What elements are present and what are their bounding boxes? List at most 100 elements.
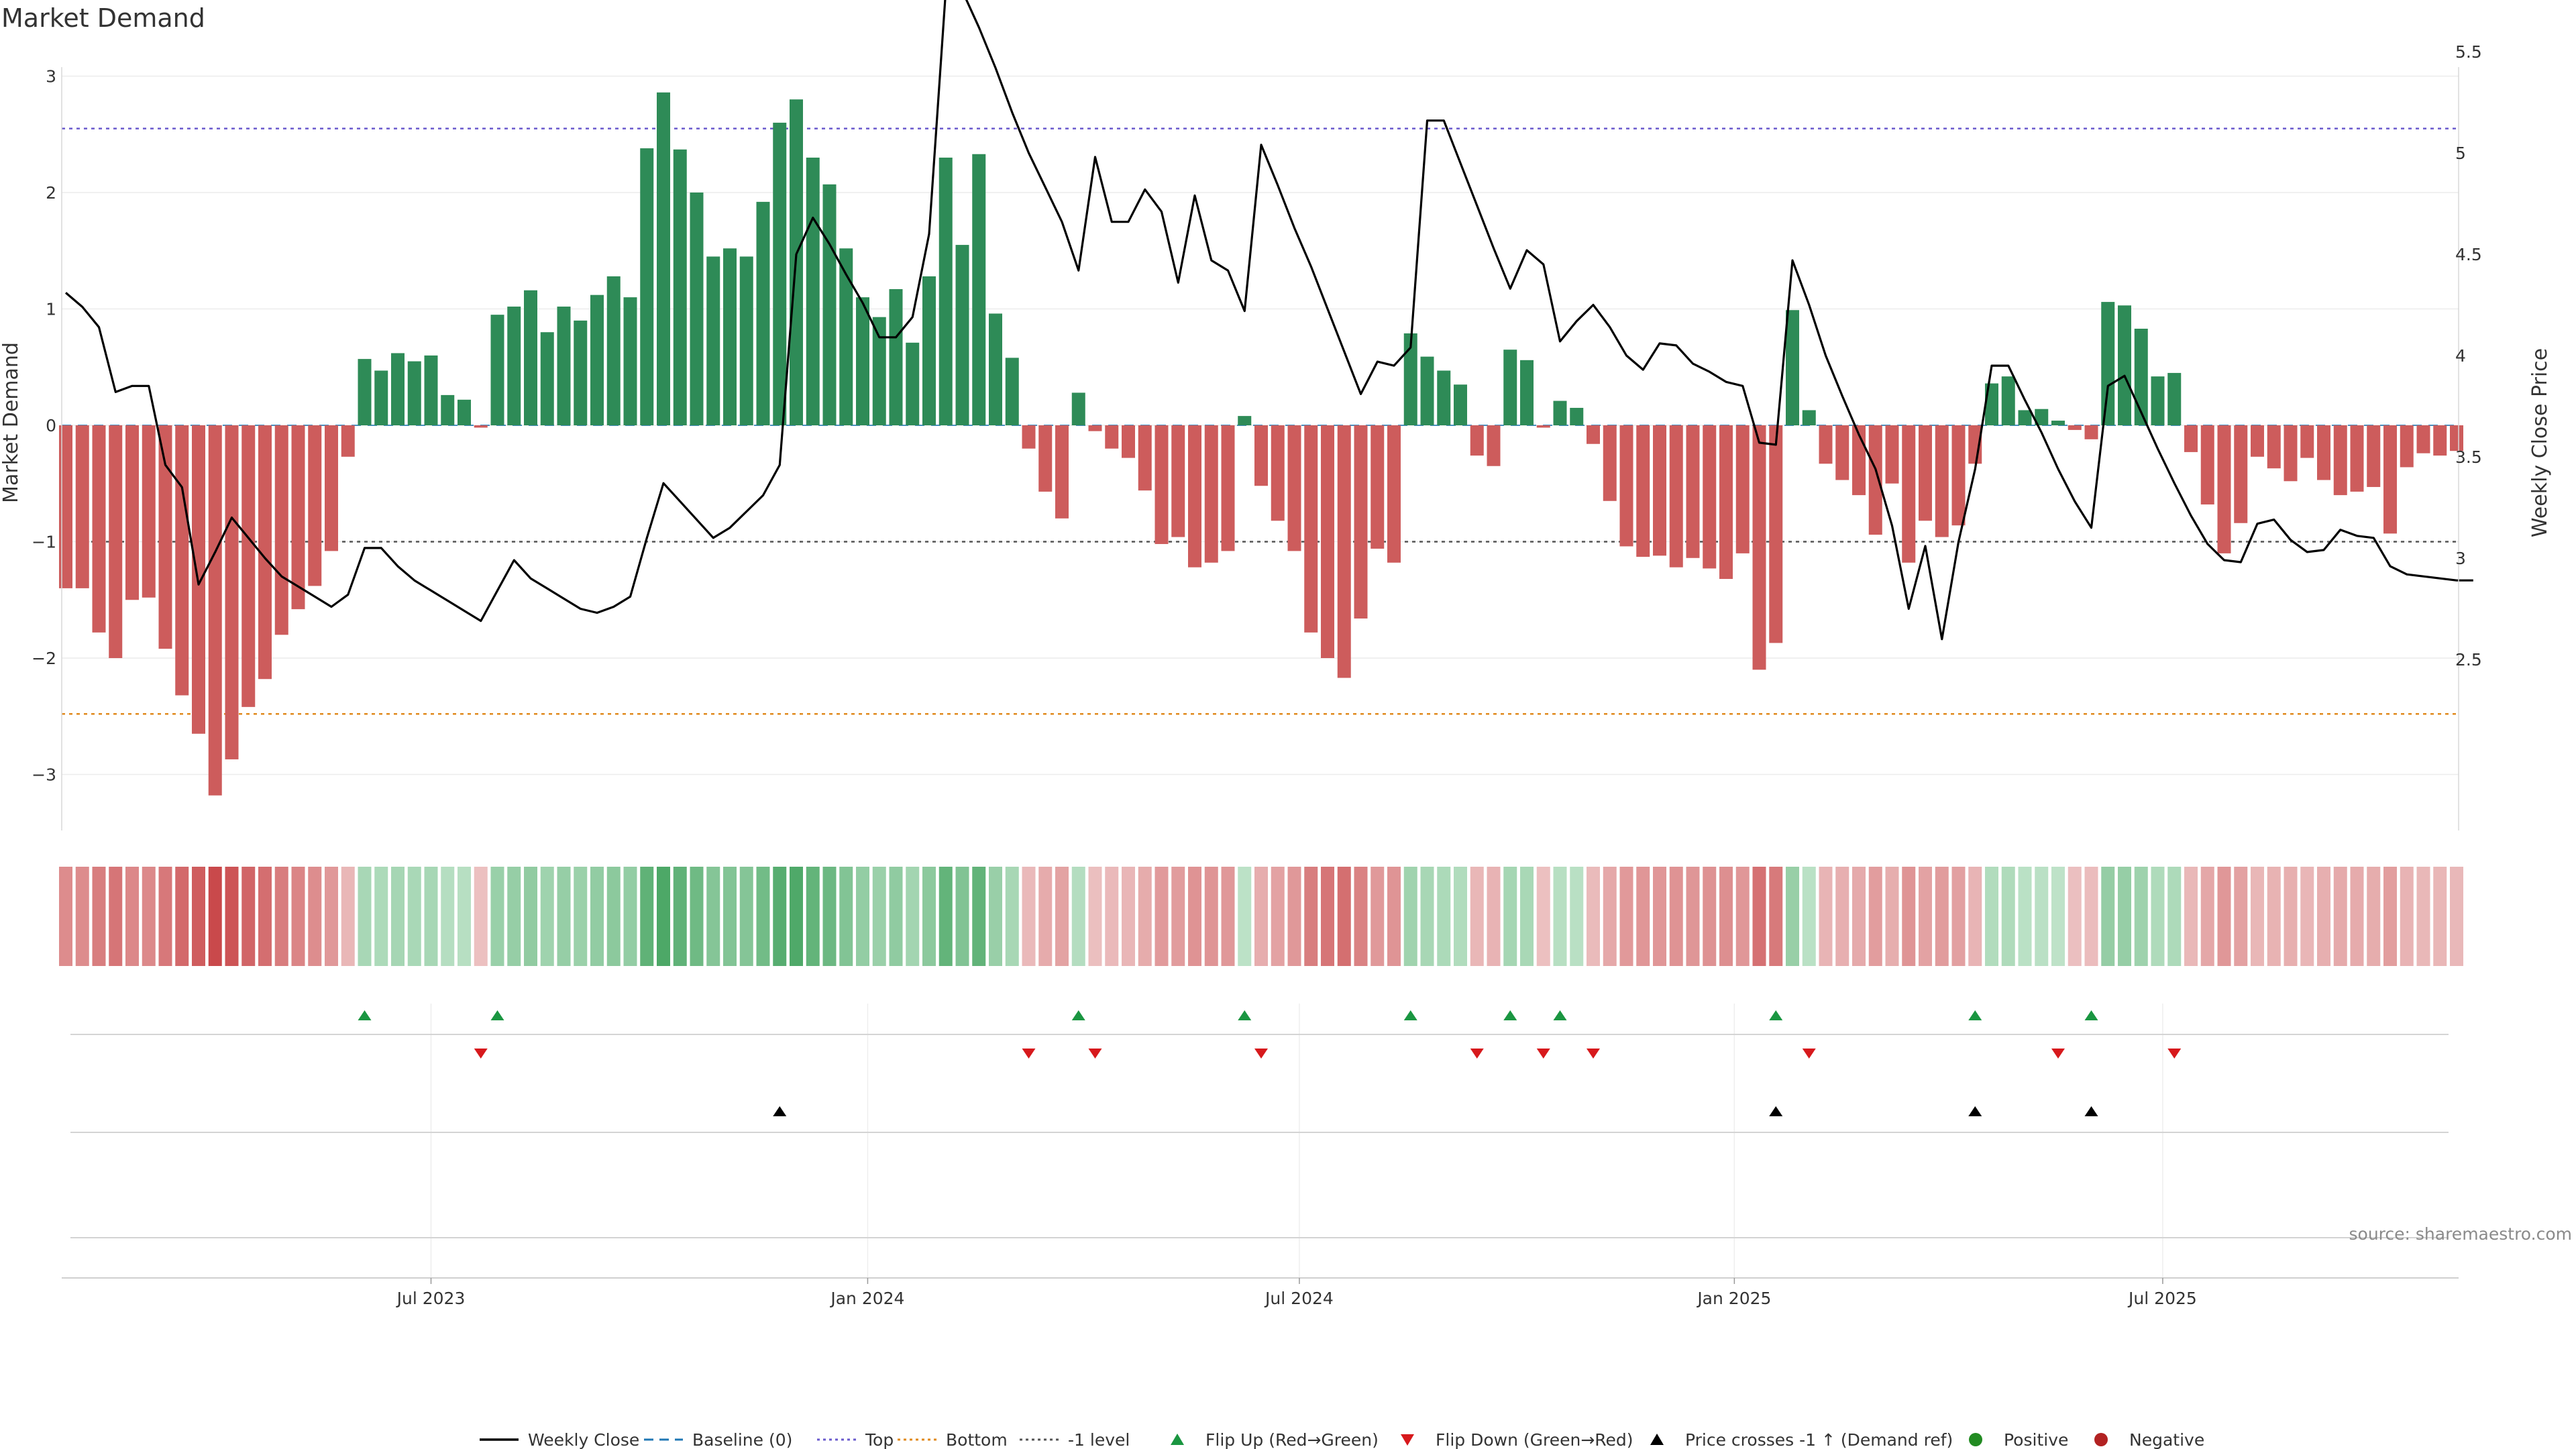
demand-bar — [2251, 425, 2264, 457]
source-note: source: sharemaestro.com — [2349, 1224, 2573, 1244]
heat-cell — [872, 867, 886, 966]
heat-cell — [1138, 867, 1152, 966]
legend-item: Flip Down (Green→Red) — [1401, 1430, 1633, 1449]
heat-cell — [1022, 867, 1036, 966]
demand-bar — [2217, 425, 2231, 553]
heat-cell — [1919, 867, 1932, 966]
heat-cell — [524, 867, 537, 966]
demand-bar — [2300, 425, 2314, 458]
legend-label: Price crosses -1 ↑ (Demand ref) — [1685, 1430, 1953, 1449]
heat-cell — [839, 867, 853, 966]
flip-up-marker — [1503, 1010, 1517, 1020]
demand-bar — [1254, 425, 1268, 486]
demand-bar — [1105, 425, 1119, 449]
heat-cell — [590, 867, 604, 966]
demand-bar — [2450, 425, 2463, 451]
demand-bar — [1902, 425, 1916, 563]
heat-cell — [1005, 867, 1019, 966]
demand-bar — [158, 425, 172, 649]
heat-cell — [640, 867, 654, 966]
legend-label: Baseline (0) — [692, 1430, 792, 1449]
weekly-close-line — [64, 0, 2473, 641]
demand-bar — [1603, 425, 1617, 501]
demand-bar — [1819, 425, 1833, 464]
heat-cell — [1470, 867, 1484, 966]
heat-cell — [1387, 867, 1401, 966]
demand-bar — [1371, 425, 1385, 549]
demand-bar — [2317, 425, 2330, 480]
heat-cell — [2118, 867, 2131, 966]
heat-cell — [989, 867, 1002, 966]
demand-bar — [839, 248, 853, 425]
y-tick-label: 1 — [46, 300, 56, 319]
flip-up-marker — [358, 1010, 372, 1020]
heat-cell — [972, 867, 986, 966]
heat-cell — [2001, 867, 2015, 966]
demand-bar — [391, 353, 405, 425]
heat-cell — [2217, 867, 2231, 966]
demand-bar — [358, 359, 372, 425]
demand-bar — [1454, 384, 1467, 425]
demand-bar — [458, 399, 471, 425]
demand-bar — [739, 256, 753, 425]
chart-title: Market Demand — [1, 3, 205, 33]
heat-cell — [1669, 867, 1683, 966]
demand-bar — [806, 157, 820, 425]
heat-cell — [1055, 867, 1069, 966]
demand-bar — [1155, 425, 1169, 544]
demand-bar — [1122, 425, 1135, 458]
demand-bar — [2118, 305, 2131, 425]
heat-cell — [1304, 867, 1318, 966]
heat-cell — [1038, 867, 1053, 966]
heat-cell — [1287, 867, 1301, 966]
heat-cell — [490, 867, 504, 966]
demand-bar — [1636, 425, 1650, 557]
demand-bar — [2383, 425, 2397, 534]
demand-bar — [1420, 356, 1434, 425]
demand-bar — [673, 149, 687, 425]
demand-bar — [490, 315, 504, 425]
flip-up-marker — [1769, 1010, 1783, 1020]
demand-bar — [623, 297, 637, 425]
heat-cell — [341, 867, 355, 966]
heat-cell — [1254, 867, 1268, 966]
heat-cell — [1968, 867, 1982, 966]
date-axis: Jul 2023 Jan 2024 Jul 2024 Jan 2025 Jul 2025 — [62, 1277, 2459, 1308]
demand-bar — [2267, 425, 2281, 469]
heat-cell — [1902, 867, 1916, 966]
heat-cell — [325, 867, 338, 966]
demand-bar — [1387, 425, 1401, 563]
heat-cell — [1752, 867, 1766, 966]
y2-axis-label: Weekly Close Price — [2528, 348, 2552, 537]
heat-cell — [2450, 867, 2463, 966]
heat-cell — [1735, 867, 1750, 966]
demand-bar — [2184, 425, 2198, 452]
heat-cell — [1503, 867, 1517, 966]
demand-bar — [109, 425, 123, 658]
demand-bar — [1487, 425, 1501, 466]
flip-down-marker — [1022, 1049, 1036, 1059]
demand-bar — [208, 425, 222, 796]
demand-bar — [657, 92, 670, 426]
flip-up-marker — [1071, 1010, 1085, 1020]
legend-item: Price crosses -1 ↑ (Demand ref) — [1650, 1430, 1953, 1449]
demand-bar — [1204, 425, 1218, 563]
legend-item: Negative — [2094, 1430, 2204, 1449]
flip-down-marker — [1536, 1049, 1550, 1059]
demand-bar — [1919, 425, 1932, 521]
heat-cell — [690, 867, 704, 966]
demand-bar — [1868, 425, 1882, 535]
heat-cell — [407, 867, 421, 966]
heat-cell — [1769, 867, 1783, 966]
heat-cell — [59, 867, 72, 966]
heat-cell — [2300, 867, 2314, 966]
demand-bars — [59, 92, 2463, 796]
heat-cell — [458, 867, 471, 966]
demand-bar — [1038, 425, 1053, 492]
demand-bar — [889, 289, 903, 425]
flip-down-marker — [2051, 1049, 2065, 1059]
heat-cell — [1188, 867, 1201, 966]
demand-bar — [1171, 425, 1185, 537]
demand-bar — [1503, 350, 1517, 425]
